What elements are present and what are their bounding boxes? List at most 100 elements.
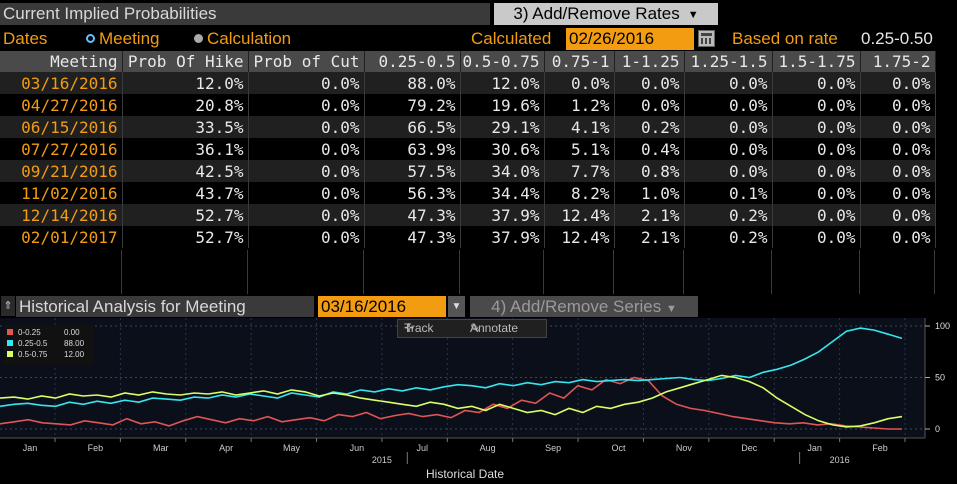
x-tick-label: Sep — [545, 443, 561, 453]
meeting-dropdown-icon[interactable]: ▼ — [448, 296, 465, 317]
column-header[interactable]: 1-1.25 — [614, 51, 685, 72]
meeting-date-cell: 11/02/2016 — [0, 182, 123, 204]
table-empty-area — [0, 250, 957, 294]
calculated-label: Calculated — [471, 29, 552, 48]
column-divider — [0, 250, 122, 294]
probability-cell: 0.0% — [248, 182, 365, 204]
legend-swatch — [7, 329, 13, 335]
probability-cell: 0.4% — [614, 138, 685, 160]
probability-cell: 42.5% — [122, 160, 249, 182]
column-header[interactable]: 1.25-1.5 — [684, 51, 773, 72]
add-remove-rates-button[interactable]: 3) Add/Remove Rates ▼ — [494, 3, 718, 25]
column-header[interactable]: Prob Of Hike — [122, 51, 249, 72]
x-tick-label: Dec — [741, 443, 758, 453]
add-remove-series-button[interactable]: 4) Add/Remove Series ▼ — [470, 296, 698, 317]
year-label: 2016 — [830, 455, 850, 465]
probability-cell: 0.0% — [860, 94, 936, 116]
table-row[interactable]: 04/27/2016 20.8% 0.0% 79.2% 19.6% 1.2% 0.0% 0.0… — [0, 94, 936, 116]
x-tick-label: Jan — [807, 443, 822, 453]
y-tick-label: 0 — [935, 424, 940, 434]
legend-series-name: 0.25-0.5 — [18, 339, 48, 348]
probability-cell: 1.0% — [614, 182, 685, 204]
chart-series — [0, 327, 903, 430]
x-tick-label: Oct — [611, 443, 626, 453]
probability-cell: 34.0% — [460, 160, 545, 182]
based-on-value: 0.25-0.50 — [861, 29, 933, 48]
probability-cell: 20.8% — [122, 94, 249, 116]
column-header[interactable]: 0.25-0.5 — [364, 51, 461, 72]
calculated-date-input[interactable]: 02/26/2016 — [566, 28, 694, 50]
probability-cell: 36.1% — [122, 138, 249, 160]
table-row[interactable]: 06/15/2016 33.5% 0.0% 66.5% 29.1% 4.1% 0.2% 0.0… — [0, 116, 936, 138]
probability-cell: 5.1% — [544, 138, 615, 160]
collapse-icon[interactable]: ⇑ — [1, 296, 15, 316]
probability-cell: 0.0% — [772, 182, 861, 204]
historical-title: Historical Analysis for Meeting — [16, 296, 314, 317]
probability-cell: 2.1% — [614, 204, 685, 226]
probability-cell: 12.0% — [460, 72, 545, 94]
probability-cell: 52.7% — [122, 204, 249, 226]
legend-series-name: 0-0.25 — [18, 328, 41, 337]
probability-cell: 0.0% — [684, 160, 773, 182]
probability-cell: 0.0% — [248, 72, 365, 94]
probability-cell: 4.1% — [544, 116, 615, 138]
meeting-date-cell: 03/16/2016 — [0, 72, 123, 94]
table-row[interactable]: 03/16/2016 12.0% 0.0% 88.0% 12.0% 0.0% 0.0% 0.0… — [0, 72, 936, 94]
chart-legend: 0-0.25 0.00 0.25-0.5 88.00 0.5-0.75 12.00 — [4, 325, 94, 365]
legend-item[interactable]: 0.5-0.75 12.00 — [4, 349, 94, 360]
radio-meeting-label: Meeting — [99, 29, 160, 48]
history-chart[interactable]: Jan Feb Mar Apr May Jun Jul Aug Sep Oct Nov Dec Jan F… — [0, 318, 957, 484]
probability-cell: 29.1% — [460, 116, 545, 138]
meeting-date-cell: 04/27/2016 — [0, 94, 123, 116]
table-row[interactable]: 09/21/2016 42.5% 0.0% 57.5% 34.0% 7.7% 0.8% 0.0… — [0, 160, 936, 182]
probability-cell: 0.0% — [614, 72, 685, 94]
x-tick-label: Mar — [153, 443, 169, 453]
column-divider — [0, 250, 544, 294]
x-tick-label: Apr — [219, 443, 233, 453]
probability-cell: 37.9% — [460, 226, 545, 248]
probability-cell: 52.7% — [122, 226, 249, 248]
meeting-date-cell: 12/14/2016 — [0, 204, 123, 226]
probability-cell: 0.0% — [772, 160, 861, 182]
column-header[interactable]: Meeting — [0, 51, 123, 72]
column-divider — [0, 250, 248, 294]
probability-cell: 0.0% — [544, 72, 615, 94]
column-divider — [0, 250, 460, 294]
x-axis-band — [0, 438, 925, 456]
probability-cell: 0.0% — [860, 226, 936, 248]
table-row[interactable]: 12/14/2016 52.7% 0.0% 47.3% 37.9% 12.4% 2.1% 0.… — [0, 204, 936, 226]
probability-cell: 0.0% — [248, 226, 365, 248]
pencil-icon: ✎ — [470, 321, 481, 335]
radio-calculation-label: Calculation — [207, 29, 292, 48]
radio-meeting[interactable]: Meeting — [86, 28, 159, 50]
table-row[interactable]: 11/02/2016 43.7% 0.0% 56.3% 34.4% 8.2% 1.0% 0.1… — [0, 182, 936, 204]
column-header[interactable]: 1.75-2 — [860, 51, 936, 72]
meeting-date-cell: 07/27/2016 — [0, 138, 123, 160]
radio-calculation[interactable]: Calculation — [194, 28, 291, 50]
table-row[interactable]: 07/27/2016 36.1% 0.0% 63.9% 30.6% 5.1% 0.4% 0.0… — [0, 138, 936, 160]
calendar-icon[interactable] — [698, 30, 715, 47]
probability-cell: 66.5% — [364, 116, 461, 138]
probability-cell: 47.3% — [364, 204, 461, 226]
legend-item[interactable]: 0.25-0.5 88.00 — [4, 338, 94, 349]
column-header[interactable]: 1.5-1.75 — [772, 51, 861, 72]
chevron-down-icon: ▼ — [687, 9, 699, 21]
column-header[interactable]: Prob of Cut — [248, 51, 365, 72]
probability-cell: 0.0% — [772, 72, 861, 94]
column-divider — [0, 250, 772, 294]
probability-cell: 37.9% — [460, 204, 545, 226]
x-tick-label: Aug — [480, 443, 496, 453]
legend-series-value: 0.00 — [64, 328, 80, 337]
table-row[interactable]: 02/01/2017 52.7% 0.0% 47.3% 37.9% 12.4% 2.1% 0.… — [0, 226, 936, 248]
legend-series-value: 12.00 — [64, 350, 85, 359]
probability-table: Meeting Prob Of Hike Prob of Cut 0.25-0.5 0.… — [0, 51, 936, 248]
annotate-label: Annotate — [470, 321, 519, 335]
legend-item[interactable]: 0-0.25 0.00 — [4, 327, 94, 338]
column-header[interactable]: 0.5-0.75 — [460, 51, 545, 72]
page-title: Current Implied Probabilities — [0, 3, 490, 25]
probability-cell: 0.0% — [684, 138, 773, 160]
probability-cell: 56.3% — [364, 182, 461, 204]
column-header[interactable]: 0.75-1 — [544, 51, 615, 72]
radio-selected-icon — [86, 34, 95, 43]
meeting-date-input[interactable]: 03/16/2016 — [318, 296, 446, 317]
